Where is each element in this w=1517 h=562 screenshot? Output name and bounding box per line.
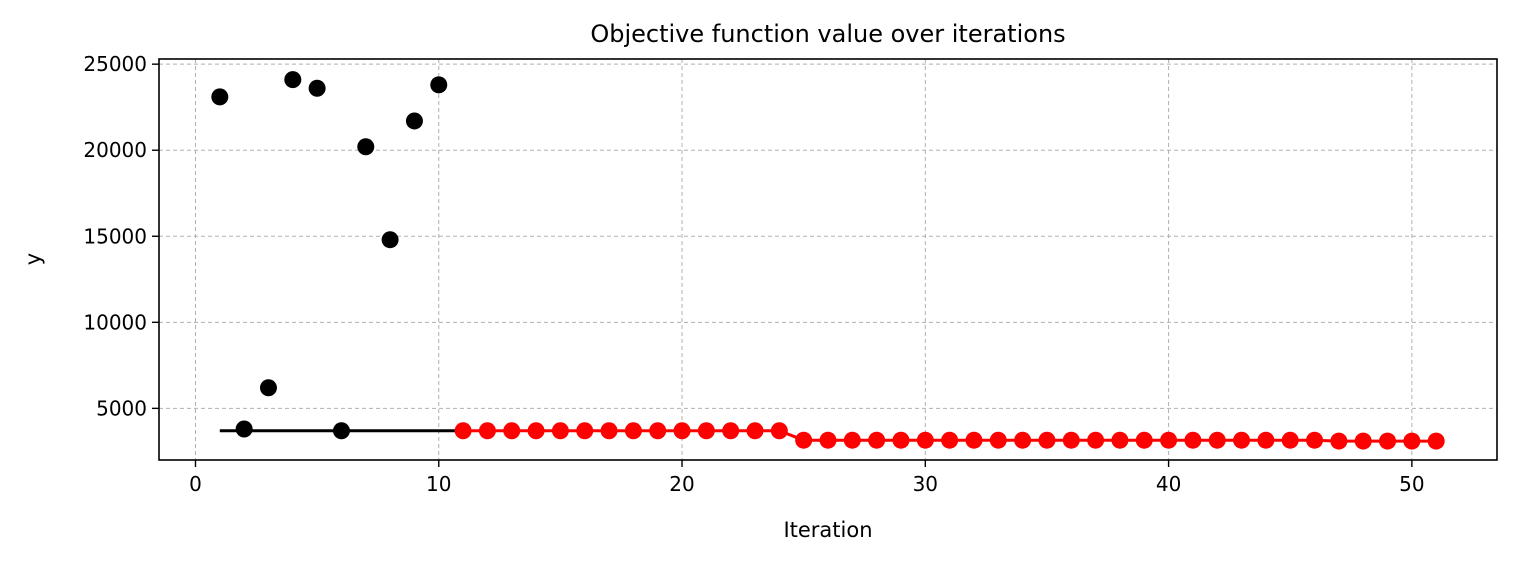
data-point-optimized (1038, 431, 1056, 449)
y-tick-label: 15000 (83, 224, 147, 248)
x-tick-label: 10 (426, 472, 451, 496)
data-point-optimized (941, 431, 959, 449)
data-point-optimized (1087, 431, 1105, 449)
x-tick-label: 0 (189, 472, 202, 496)
y-axis: 5000 10000 15000 20000 25000 (83, 52, 159, 420)
data-point-initial (235, 420, 253, 438)
data-point-optimized (1330, 432, 1348, 450)
data-point-optimized (965, 431, 983, 449)
data-point-optimized (843, 431, 861, 449)
plot-frame (158, 58, 1498, 461)
data-point-optimized (1306, 431, 1324, 449)
data-point-optimized (989, 431, 1007, 449)
data-point-optimized (600, 422, 618, 440)
data-point-initial (357, 138, 375, 156)
data-point-optimized (722, 422, 740, 440)
x-axis-label: Iteration (783, 518, 872, 542)
data-point-optimized (624, 422, 642, 440)
data-point-optimized (576, 422, 594, 440)
y-axis-label: y (21, 253, 45, 265)
x-axis: 0 10 20 30 40 50 (189, 460, 1425, 496)
data-point-initial (308, 79, 326, 97)
data-point-optimized (1111, 431, 1129, 449)
data-point-optimized (649, 422, 667, 440)
data-point-optimized (1257, 431, 1275, 449)
data-point-optimized (1379, 432, 1397, 450)
x-tick-label: 40 (1156, 472, 1181, 496)
data-point-optimized (1208, 431, 1226, 449)
data-point-optimized (819, 431, 837, 449)
data-point-initial (284, 71, 302, 89)
data-point-optimized (673, 422, 691, 440)
data-point-optimized (503, 422, 521, 440)
data-point-optimized (551, 422, 569, 440)
y-tick-label: 5000 (96, 396, 147, 420)
x-tick-label: 20 (669, 472, 694, 496)
data-point-optimized (1354, 432, 1372, 450)
data-point-optimized (1135, 431, 1153, 449)
data-point-initial (381, 231, 399, 249)
data-point-optimized (1403, 432, 1421, 450)
data-point-initial (430, 76, 448, 94)
data-point-optimized (892, 431, 910, 449)
data-point-optimized (1184, 431, 1202, 449)
data-point-optimized (697, 422, 715, 440)
data-point-optimized (527, 422, 545, 440)
data-point-optimized (916, 431, 934, 449)
data-point-initial (332, 422, 350, 440)
x-tick-label: 50 (1399, 472, 1424, 496)
y-tick-label: 10000 (83, 310, 147, 334)
data-point-optimized (795, 431, 813, 449)
chart-title: Objective function value over iterations (590, 20, 1065, 48)
data-point-optimized (478, 422, 496, 440)
data-point-optimized (1427, 432, 1445, 450)
data-point-optimized (1160, 431, 1178, 449)
data-point-optimized (1281, 431, 1299, 449)
data-point-initial (211, 88, 229, 106)
data-point-initial (405, 112, 423, 130)
data-point-initial (259, 379, 277, 397)
y-tick-label: 25000 (83, 52, 147, 76)
grid (159, 59, 1497, 460)
y-tick-label: 20000 (83, 138, 147, 162)
data-point-optimized (746, 422, 764, 440)
data-point-optimized (1233, 431, 1251, 449)
data-point-optimized (1062, 431, 1080, 449)
data-point-optimized (454, 422, 472, 440)
x-tick-label: 30 (913, 472, 938, 496)
data-points (211, 71, 1445, 450)
data-point-optimized (770, 422, 788, 440)
data-point-optimized (1014, 431, 1032, 449)
data-point-optimized (868, 431, 886, 449)
